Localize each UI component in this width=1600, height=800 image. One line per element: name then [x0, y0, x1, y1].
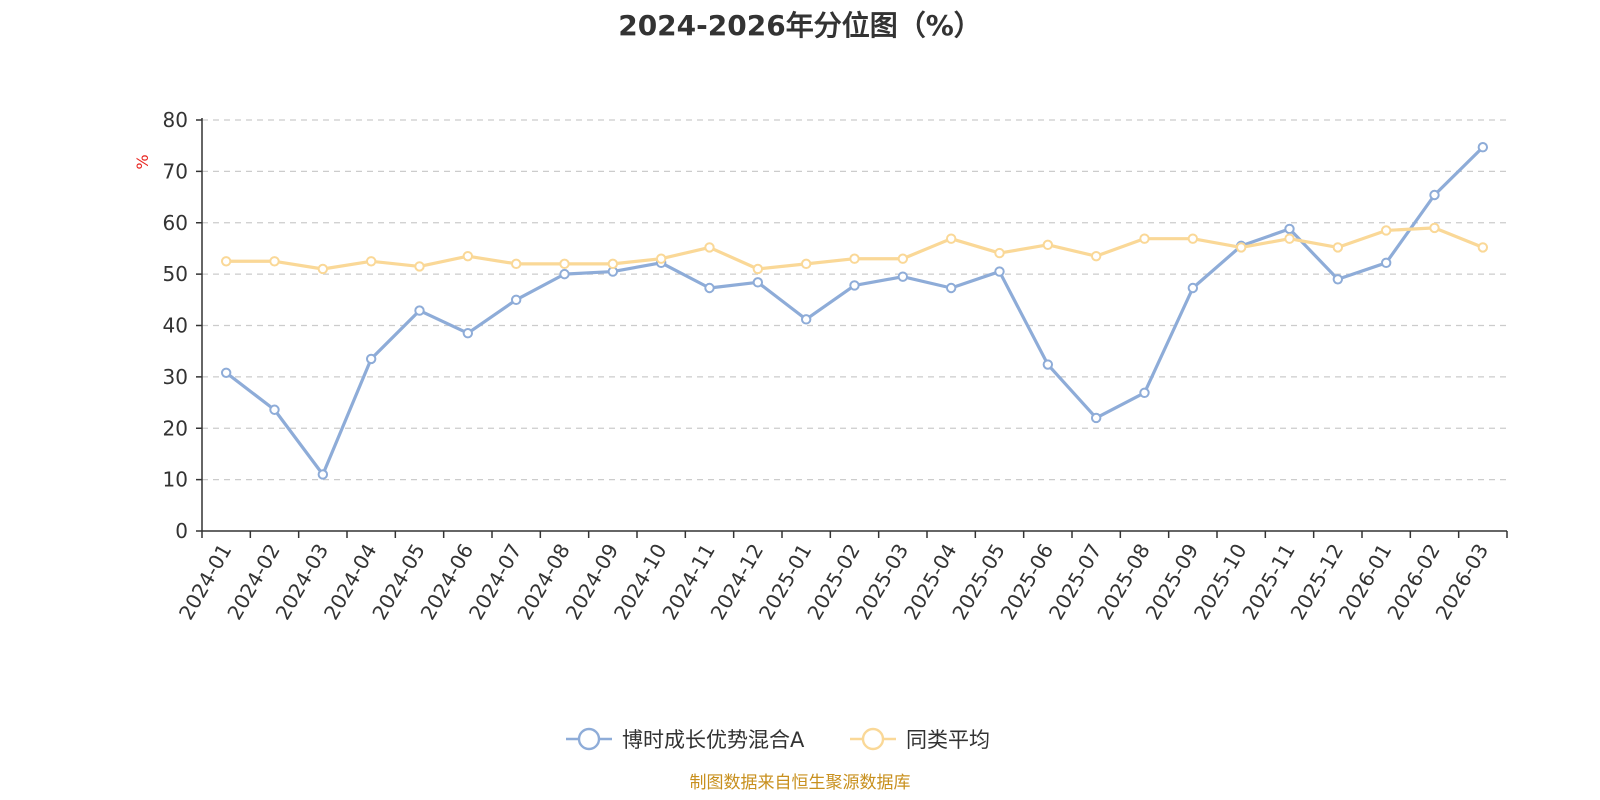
data-point — [945, 282, 957, 294]
data-point — [220, 367, 232, 378]
y-axis-label: % — [133, 154, 152, 169]
data-point — [655, 253, 667, 264]
data-point — [462, 328, 474, 339]
data-point — [317, 263, 329, 275]
data-point — [1187, 233, 1199, 244]
data-point — [704, 242, 715, 253]
legend-item-2: 同类平均 — [850, 727, 990, 752]
y-tick-label: 40 — [163, 314, 188, 338]
series-1 — [220, 142, 1489, 480]
data-point — [1284, 223, 1295, 235]
data-point — [559, 268, 570, 280]
series-2 — [220, 222, 1489, 275]
data-point — [414, 261, 425, 272]
data-point — [462, 250, 474, 262]
data-point — [1235, 242, 1247, 253]
data-point — [365, 353, 377, 365]
data-point — [1042, 239, 1054, 251]
data-point — [1429, 189, 1440, 201]
data-point — [1139, 387, 1150, 399]
data-point — [607, 258, 619, 270]
data-point — [1477, 142, 1489, 153]
data-point — [1187, 282, 1199, 294]
data-point — [1332, 274, 1344, 285]
y-tick-label: 80 — [163, 108, 188, 132]
legend-marker — [861, 727, 885, 751]
data-point — [994, 266, 1005, 277]
data-point — [752, 277, 764, 288]
axes: 01020304050607080%2024-012024-022024-032… — [133, 108, 1508, 624]
data-point — [220, 256, 232, 267]
source-note: 制图数据来自恒生聚源数据库 — [689, 773, 911, 793]
data-point — [800, 258, 812, 270]
y-tick-label: 10 — [163, 468, 188, 492]
legend-marker — [577, 727, 601, 751]
data-point — [897, 271, 909, 282]
data-point — [849, 280, 860, 291]
data-point — [1042, 359, 1054, 370]
y-tick-label: 60 — [163, 211, 188, 235]
data-point — [365, 256, 377, 267]
series-lines — [220, 142, 1489, 480]
data-point — [1332, 242, 1344, 253]
data-point — [800, 314, 812, 325]
grid-lines — [202, 119, 1507, 481]
data-point — [559, 258, 570, 270]
data-point — [1429, 222, 1440, 234]
data-point — [1477, 242, 1489, 253]
legend-label: 同类平均 — [906, 728, 990, 752]
data-point — [317, 469, 329, 480]
data-point — [510, 258, 522, 270]
chart-title: 2024-2026年分位图（%） — [618, 9, 982, 42]
data-point — [1090, 250, 1102, 262]
data-point — [269, 256, 280, 267]
data-point — [752, 263, 764, 275]
y-tick-label: 50 — [163, 262, 188, 286]
y-tick-label: 70 — [163, 159, 188, 183]
data-point — [897, 253, 909, 264]
data-point — [510, 294, 522, 306]
y-tick-label: 20 — [163, 416, 188, 440]
data-point — [1139, 233, 1150, 244]
y-tick-label: 30 — [163, 365, 188, 389]
data-point — [1380, 225, 1392, 236]
data-point — [704, 282, 715, 294]
legend: 博时成长优势混合A 同类平均 — [566, 727, 990, 752]
data-point — [414, 305, 425, 316]
legend-label: 博时成长优势混合A — [622, 728, 805, 752]
y-tick-label: 0 — [175, 519, 188, 543]
data-point — [269, 404, 280, 415]
legend-item-1: 博时成长优势混合A — [566, 727, 805, 752]
data-point — [945, 233, 957, 244]
data-point — [994, 247, 1005, 259]
data-point — [1090, 412, 1102, 424]
data-point — [1380, 257, 1392, 269]
data-point — [849, 253, 860, 264]
data-point — [1284, 233, 1295, 244]
